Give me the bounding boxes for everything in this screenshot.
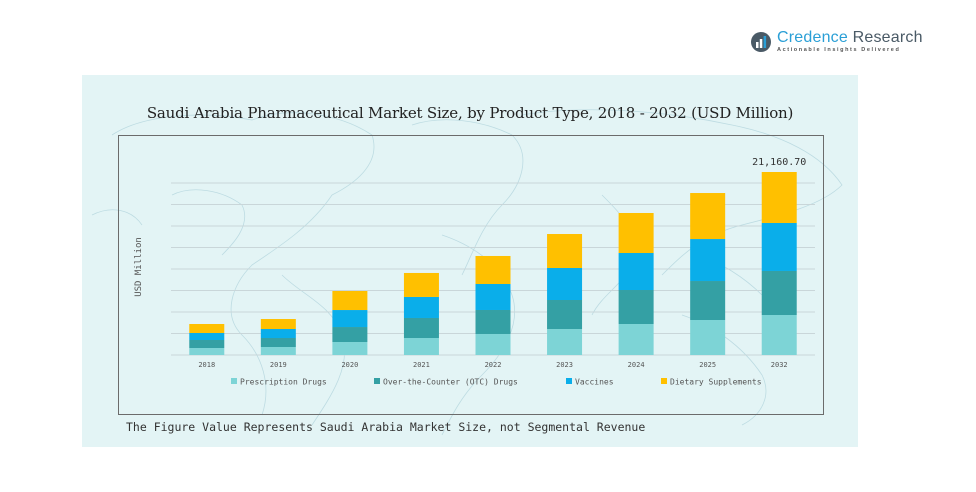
x-tick-label: 2032	[771, 361, 788, 369]
legend-swatch	[566, 378, 572, 384]
bar-segment-dietary-supplements	[761, 172, 797, 223]
x-tick-label: 2021	[413, 361, 430, 369]
x-tick-label: 2022	[485, 361, 502, 369]
bar-segment-prescription-drugs	[761, 315, 797, 355]
bar-segment-prescription-drugs	[260, 347, 296, 355]
brand-tagline: Actionable Insights Delivered	[777, 47, 901, 54]
bar-segment-over-the-counter-otc-drugs	[403, 317, 439, 339]
bar-segment-dietary-supplements	[189, 323, 225, 333]
bar-segment-prescription-drugs	[475, 333, 511, 355]
brand-logo: Credence Research Actionable Insights De…	[750, 26, 923, 58]
bar-segment-dietary-supplements	[547, 234, 583, 269]
legend-swatch	[231, 378, 237, 384]
footer-note: The Figure Value Represents Saudi Arabia…	[126, 420, 646, 434]
bar-segment-vaccines	[260, 329, 296, 339]
bar-segment-prescription-drugs	[403, 338, 439, 355]
chart-panel: Saudi Arabia Pharmaceutical Market Size,…	[82, 75, 858, 447]
x-tick-label: 2020	[341, 361, 358, 369]
bar-segment-dietary-supplements	[690, 193, 726, 240]
bar-segment-over-the-counter-otc-drugs	[690, 281, 726, 321]
bar-segment-prescription-drugs	[189, 347, 225, 355]
bar-segment-over-the-counter-otc-drugs	[189, 339, 225, 348]
stacked-bar-chart: USD Million 2018 2019 2020 2021 2022 2023 2024 2…	[134, 157, 815, 387]
bar-segment-vaccines	[332, 310, 368, 328]
bar-segment-dietary-supplements	[618, 212, 654, 253]
bar-segment-over-the-counter-otc-drugs	[618, 290, 654, 324]
x-tick-label: 2018	[198, 361, 215, 369]
legend-swatch	[374, 378, 380, 384]
x-tick-label: 2024	[628, 361, 645, 369]
bar-chart-logo-icon	[751, 32, 771, 52]
bar-segment-over-the-counter-otc-drugs	[761, 270, 797, 316]
bar-segment-prescription-drugs	[332, 342, 368, 355]
bar-segment-dietary-supplements	[475, 255, 511, 284]
brand-name: Credence Research	[777, 29, 923, 47]
bar-segment-prescription-drugs	[618, 323, 654, 355]
total-value-label: 21,160.70	[752, 157, 806, 168]
bar-segment-prescription-drugs	[690, 320, 726, 355]
bar-segment-vaccines	[618, 252, 654, 291]
legend-label: Dietary Supplements	[670, 378, 762, 387]
x-tick-label: 2019	[270, 361, 287, 369]
bar-segment-vaccines	[761, 222, 797, 271]
legend-swatch	[661, 378, 667, 384]
x-tick-label: 2023	[556, 361, 573, 369]
bar-segment-vaccines	[189, 332, 225, 340]
bar-segment-over-the-counter-otc-drugs	[547, 299, 583, 330]
bar-segment-dietary-supplements	[260, 319, 296, 330]
bar-segment-over-the-counter-otc-drugs	[332, 327, 368, 343]
chart-title: Saudi Arabia Pharmaceutical Market Size,…	[146, 104, 794, 122]
x-tick-label: 2025	[699, 361, 716, 369]
bar-segment-over-the-counter-otc-drugs	[260, 338, 296, 348]
legend-label: Vaccines	[575, 378, 614, 387]
bar-segment-vaccines	[403, 296, 439, 318]
bar-segment-prescription-drugs	[547, 329, 583, 355]
bar-segment-dietary-supplements	[403, 272, 439, 297]
chart-frame: USD Million 2018 2019 2020 2021 2022 2023 2024 2…	[118, 135, 824, 415]
bar-segment-vaccines	[547, 268, 583, 300]
legend-label: Over-the-Counter (OTC) Drugs	[383, 378, 518, 387]
bar-segment-vaccines	[475, 283, 511, 310]
bar-segment-vaccines	[690, 239, 726, 282]
y-axis-label: USD Million	[134, 237, 144, 297]
legend-label: Prescription Drugs	[240, 378, 327, 387]
bar-segment-dietary-supplements	[332, 291, 368, 311]
bar-segment-over-the-counter-otc-drugs	[475, 309, 511, 334]
